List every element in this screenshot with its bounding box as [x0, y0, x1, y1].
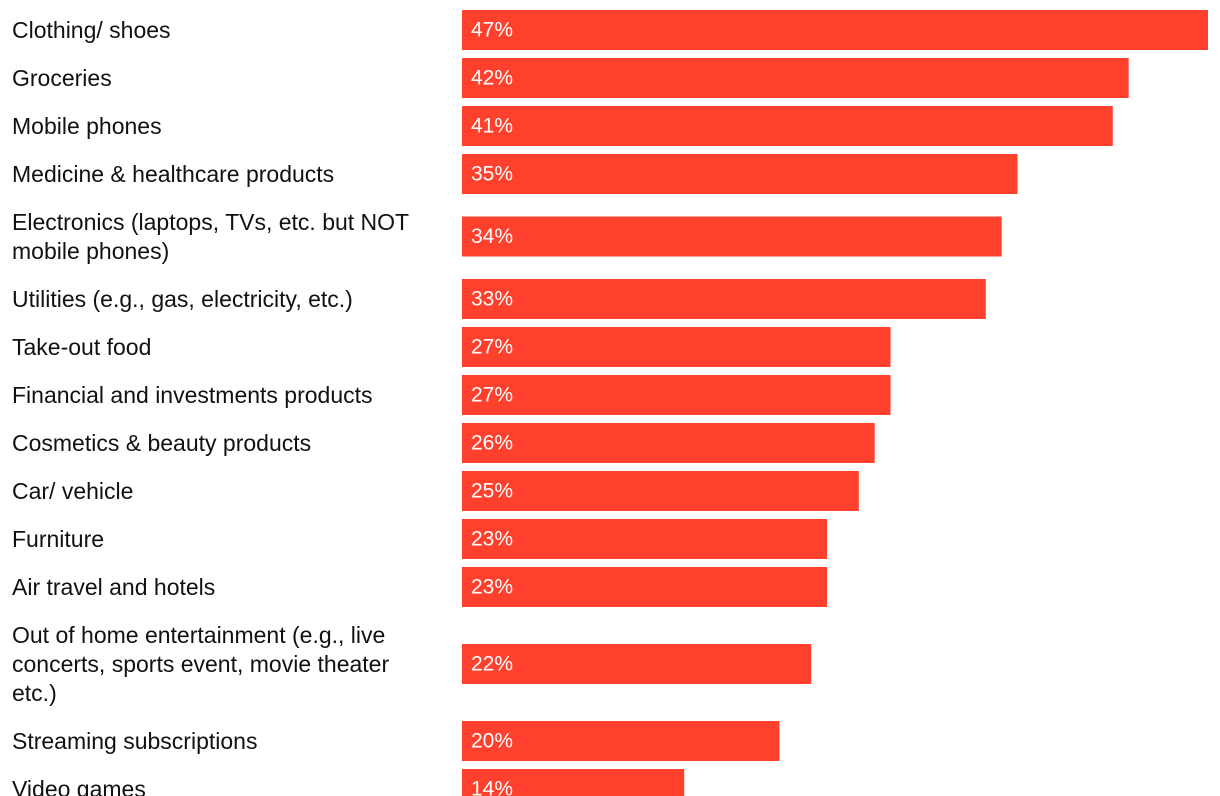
category-label: Groceries	[12, 65, 112, 91]
category-label: Take-out food	[12, 334, 151, 360]
bar	[462, 567, 828, 607]
bar-value-label: 34%	[471, 225, 513, 248]
bar-value-label: 35%	[471, 163, 513, 186]
bar-value-label: 47%	[471, 19, 513, 42]
bar	[462, 769, 685, 796]
bar	[462, 106, 1113, 146]
bar	[462, 423, 875, 463]
bar-value-label: 42%	[471, 67, 513, 90]
bar-rows: 47% Clothing/ shoes 42% Groceries 41% Mobile …	[12, 10, 1208, 796]
bar-value-label: 27%	[471, 384, 513, 407]
bar-value-label: 41%	[471, 115, 513, 138]
category-label: etc.)	[12, 680, 57, 706]
category-label: Furniture	[12, 526, 104, 552]
category-label: concerts, sports event, movie theater	[12, 651, 389, 677]
category-label: Out of home entertainment (e.g., live	[12, 622, 385, 648]
bar	[462, 519, 828, 559]
bar-value-label: 22%	[471, 653, 513, 676]
bar	[462, 375, 891, 415]
category-label: mobile phones)	[12, 238, 169, 264]
bar-value-label: 20%	[471, 730, 513, 753]
bar	[462, 279, 986, 319]
bar-value-label: 33%	[471, 288, 513, 311]
bar	[462, 471, 859, 511]
bar-value-label: 26%	[471, 432, 513, 455]
bar	[462, 327, 891, 367]
category-label: Clothing/ shoes	[12, 17, 171, 43]
category-label: Mobile phones	[12, 113, 162, 139]
category-label: Cosmetics & beauty products	[12, 430, 311, 456]
category-label: Air travel and hotels	[12, 574, 215, 600]
category-label: Financial and investments products	[12, 382, 373, 408]
bar-value-label: 25%	[471, 480, 513, 503]
category-label: Streaming subscriptions	[12, 728, 257, 754]
bar	[462, 154, 1018, 194]
bar-value-label: 14%	[471, 778, 513, 796]
bar-value-label: 23%	[471, 528, 513, 551]
bar	[462, 58, 1129, 98]
category-label: Medicine & healthcare products	[12, 161, 334, 187]
bar	[462, 644, 812, 684]
category-label: Electronics (laptops, TVs, etc. but NOT	[12, 209, 409, 235]
bar	[462, 10, 1208, 50]
category-label: Car/ vehicle	[12, 478, 133, 504]
category-label: Utilities (e.g., gas, electricity, etc.)	[12, 286, 353, 312]
bar-value-label: 27%	[471, 336, 513, 359]
bar	[462, 216, 1002, 257]
bar	[462, 721, 780, 761]
bar-value-label: 23%	[471, 576, 513, 599]
category-label: Video games	[12, 776, 146, 796]
